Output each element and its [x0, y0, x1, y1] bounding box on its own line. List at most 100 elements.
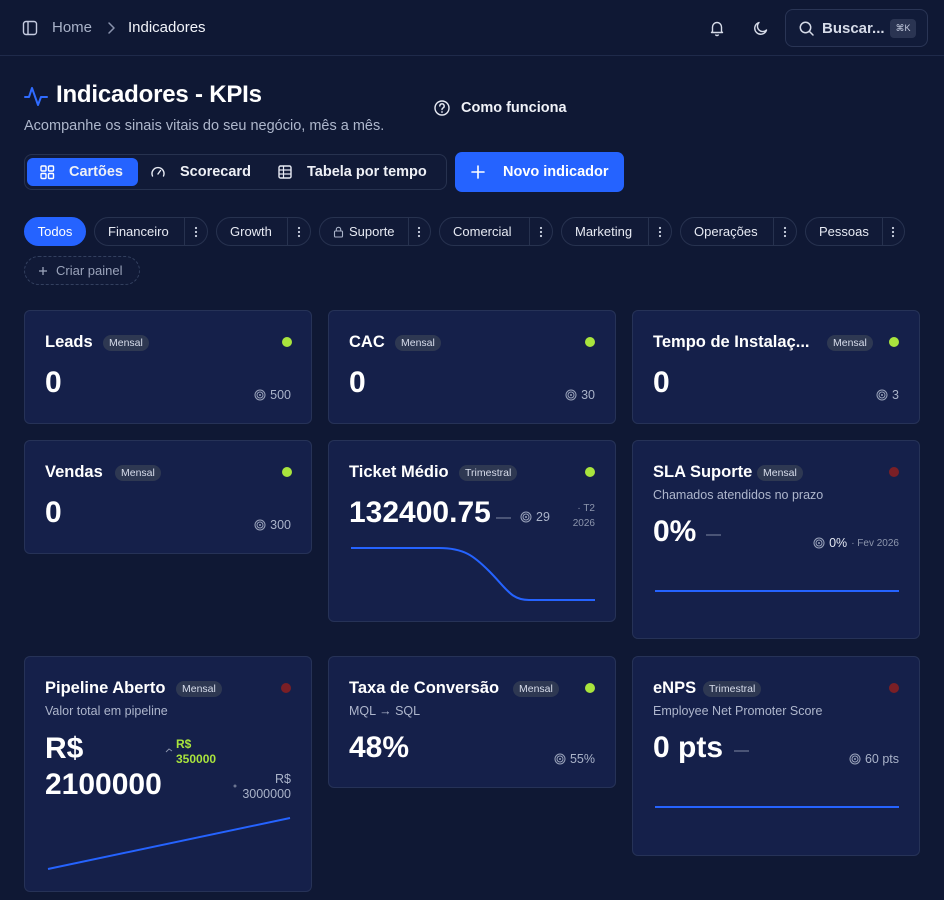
target-value: 60 pts: [864, 752, 899, 766]
kpi-card-ticket[interactable]: Ticket Médio Trimestral 132400.75 — 29 ·…: [328, 440, 616, 622]
target: 3: [876, 388, 899, 402]
breadcrumb-home[interactable]: Home: [52, 19, 93, 36]
trend-icon: [165, 747, 173, 767]
filter-comercial-button[interactable]: Comercial: [440, 218, 529, 245]
more-vertical-icon[interactable]: [184, 218, 207, 245]
card-value: 0%: [653, 515, 697, 548]
trend-dash: —: [706, 526, 721, 543]
target-icon: [849, 753, 861, 765]
status-dot: [282, 337, 292, 347]
target: 500: [254, 388, 291, 402]
search-button[interactable]: Buscar... ⌘K: [785, 9, 928, 47]
filter-pessoas: Pessoas: [805, 217, 905, 246]
gauge-icon: [150, 164, 166, 180]
filter-suporte-button[interactable]: Suporte: [320, 218, 408, 245]
filter-suporte-label: Suporte: [349, 224, 395, 239]
plus-icon: [38, 266, 48, 276]
target-value: 500: [270, 388, 291, 402]
more-vertical-icon[interactable]: [773, 218, 796, 245]
grid-icon: [39, 164, 55, 180]
kpi-card-conversion[interactable]: Taxa de Conversão Mensal MQL → SQL 48% 5…: [328, 656, 616, 788]
tab-time-table[interactable]: Tabela por tempo: [277, 158, 427, 186]
target-icon: [254, 519, 266, 531]
filter-growth-button[interactable]: Growth: [217, 218, 287, 245]
kpi-card-vendas[interactable]: Vendas Mensal 0 300: [24, 440, 312, 554]
filter-operacoes-button[interactable]: Operações: [681, 218, 773, 245]
filter-pessoas-button[interactable]: Pessoas: [806, 218, 882, 245]
card-title: eNPS: [653, 679, 697, 697]
card-title: Ticket Médio: [349, 463, 449, 481]
target-value: 55%: [569, 752, 595, 766]
target: 60 pts: [849, 752, 899, 766]
sidebar-toggle-icon[interactable]: [22, 20, 38, 36]
target-icon: [233, 784, 237, 802]
new-indicator-label: Novo indicador: [503, 164, 609, 180]
status-dot: [889, 467, 899, 477]
tab-cards[interactable]: Cartões: [27, 158, 138, 186]
filter-marketing-button[interactable]: Marketing: [562, 218, 648, 245]
filter-marketing: Marketing: [561, 217, 672, 246]
more-vertical-icon[interactable]: [407, 218, 430, 245]
filter-all[interactable]: Todos: [24, 217, 86, 246]
period-badge: Mensal: [395, 335, 441, 351]
sparkline: [47, 817, 291, 870]
target-value: 30: [581, 388, 595, 402]
new-indicator-button[interactable]: Novo indicador: [455, 152, 624, 192]
target: 0% · Fev 2026: [813, 536, 899, 550]
kpi-card-install-time[interactable]: Tempo de Instalaç... Mensal 0 3: [632, 310, 920, 424]
bell-icon[interactable]: [708, 19, 726, 37]
target-icon: [813, 537, 825, 549]
how-it-works-label: Como funciona: [461, 100, 567, 116]
delta-amount: 350000: [176, 752, 217, 766]
target-value: 3: [892, 388, 899, 402]
tab-scorecard-label: Scorecard: [180, 164, 251, 180]
kpi-card-cac[interactable]: CAC Mensal 0 30: [328, 310, 616, 424]
tab-scorecard[interactable]: Scorecard: [150, 158, 251, 186]
kpi-card-pipeline[interactable]: Pipeline Aberto Mensal Valor total em pi…: [24, 656, 312, 892]
moon-icon[interactable]: [752, 19, 770, 37]
target-currency: R$: [275, 772, 291, 786]
kpi-card-leads[interactable]: Leads Mensal 0 500: [24, 310, 312, 424]
page-title: Indicadores - KPIs: [56, 81, 262, 108]
filter-suporte: Suporte: [319, 217, 431, 246]
status-dot: [889, 337, 899, 347]
help-circle-icon: [433, 99, 451, 117]
target: 300: [254, 518, 291, 532]
status-dot: [585, 467, 595, 477]
create-panel-label: Criar painel: [56, 263, 123, 278]
target-icon: [876, 389, 888, 401]
period-badge: Trimestral: [703, 681, 762, 697]
filter-marketing-label: Marketing: [575, 224, 633, 239]
card-description: Chamados atendidos no prazo: [653, 488, 824, 502]
more-vertical-icon[interactable]: [287, 218, 310, 245]
how-it-works-button[interactable]: Como funciona: [433, 98, 567, 118]
period-badge: Mensal: [827, 335, 873, 351]
search-shortcut-badge: ⌘K: [890, 19, 916, 38]
period-badge: Mensal: [176, 681, 222, 697]
status-dot: [585, 337, 595, 347]
card-title: Tempo de Instalaç...: [653, 333, 810, 351]
delta: R$ 350000: [165, 737, 216, 767]
more-vertical-icon[interactable]: [881, 218, 904, 245]
period-badge: Mensal: [757, 465, 803, 481]
card-title: CAC: [349, 333, 385, 351]
filter-growth: Growth: [216, 217, 311, 246]
target: R$ 3000000: [233, 772, 291, 802]
create-panel-button[interactable]: Criar painel: [24, 256, 140, 285]
view-toggle: Cartões Scorecard Tabela por tempo: [24, 154, 447, 190]
filter-operacoes: Operações: [680, 217, 797, 246]
target-icon: [520, 511, 532, 523]
more-vertical-icon[interactable]: [648, 218, 671, 245]
filter-operacoes-label: Operações: [694, 224, 758, 239]
sparkline: [655, 590, 899, 592]
kpi-card-sla[interactable]: SLA Suporte Mensal Chamados atendidos no…: [632, 440, 920, 639]
period-badge: Trimestral: [459, 465, 518, 481]
status-dot: [585, 683, 595, 693]
kpi-card-enps[interactable]: eNPS Trimestral Employee Net Promoter Sc…: [632, 656, 920, 856]
more-vertical-icon[interactable]: [529, 218, 552, 245]
card-value: 0: [45, 366, 62, 399]
target-date: · Fev 2026: [851, 537, 899, 549]
delta-currency: R$: [176, 737, 192, 751]
period-year: 2026: [572, 518, 595, 529]
filter-financeiro-button[interactable]: Financeiro: [95, 218, 184, 245]
